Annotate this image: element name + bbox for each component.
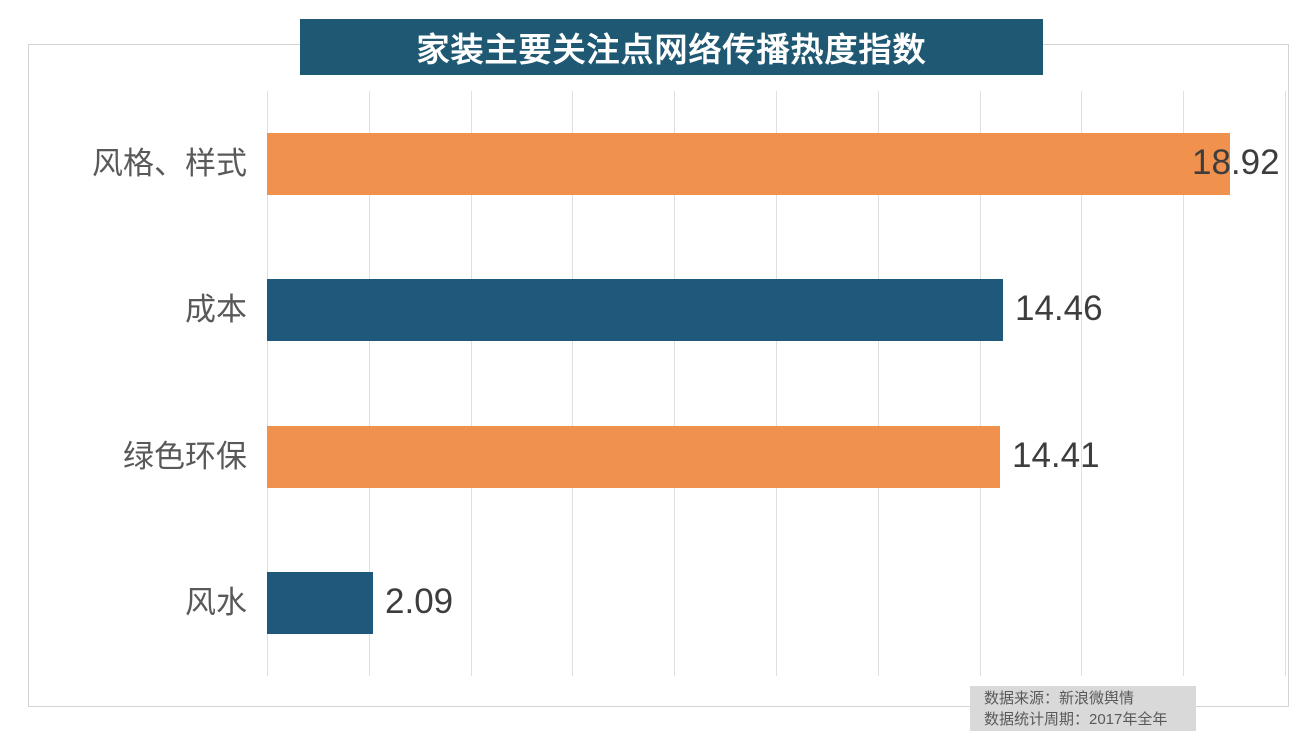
category-label: 风水	[185, 585, 247, 620]
bar-3	[267, 426, 1000, 488]
vertical-gridline	[674, 91, 675, 676]
vertical-gridline	[572, 91, 573, 676]
value-label: 14.41	[1012, 436, 1100, 475]
vertical-gridline	[776, 91, 777, 676]
bar-1	[267, 133, 1230, 195]
vertical-gridline	[1183, 91, 1184, 676]
value-label: 14.46	[1015, 289, 1103, 328]
vertical-gridline	[1285, 91, 1286, 676]
vertical-gridline	[369, 91, 370, 676]
vertical-gridline	[267, 91, 268, 676]
vertical-gridline	[980, 91, 981, 676]
bar-2	[267, 279, 1003, 341]
category-label: 风格、样式	[92, 146, 247, 181]
chart-title-banner: 家装主要关注点网络传播热度指数	[300, 19, 1043, 75]
plot-area: 18.92 14.46 14.41 2.09	[267, 91, 1286, 676]
bar-4	[267, 572, 373, 634]
source-line-2: 数据统计周期：2017年全年	[984, 711, 1168, 728]
category-label: 成本	[185, 292, 247, 327]
source-note: 数据来源：新浪微舆情 数据统计周期：2017年全年	[970, 686, 1196, 731]
value-label: 18.92	[1192, 143, 1280, 182]
category-label: 绿色环保	[123, 439, 247, 474]
value-label: 2.09	[385, 582, 454, 621]
vertical-gridline	[1081, 91, 1082, 676]
source-line-1: 数据来源：新浪微舆情	[984, 690, 1135, 707]
vertical-gridline	[878, 91, 879, 676]
vertical-gridline	[471, 91, 472, 676]
category-label-column: 风格、样式成本绿色环保风水	[28, 91, 247, 676]
chart-title: 家装主要关注点网络传播热度指数	[416, 31, 927, 68]
